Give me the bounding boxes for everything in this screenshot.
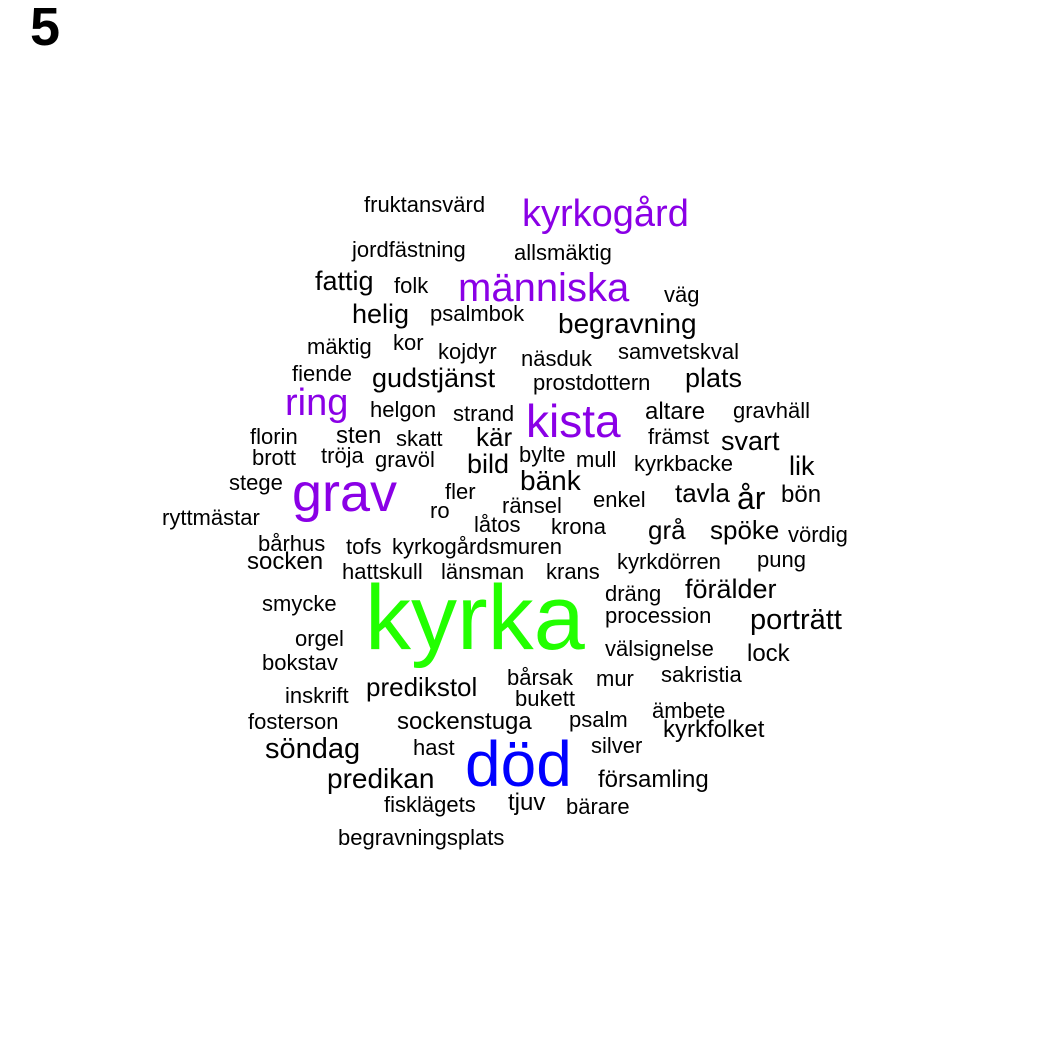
word-vag: väg [664,282,700,307]
word-ro: ro [430,498,450,523]
word-bylte: bylte [519,442,566,467]
word-kista: kista [526,395,621,447]
word-smycke: smycke [262,591,337,616]
word-bank: bänk [520,465,581,496]
word-helig: helig [352,299,410,329]
word-samvetskval: samvetskval [618,339,740,364]
word-ransel: ränsel [502,493,562,518]
word-procession: procession [605,603,712,628]
word-inskrift: inskrift [285,683,349,708]
word-predikan: predikan [327,763,435,794]
word-barare: bärare [566,794,630,819]
word-vordig: vördig [788,522,848,547]
word-kyrkogardsmuren: kyrkogårdsmuren [392,534,562,559]
word-fruktansvard: fruktansvärd [364,192,486,217]
word-kyrka: kyrka [365,567,585,669]
word-sakristia: sakristia [661,662,742,687]
word-jordfastning: jordfästning [352,237,466,262]
word-kojdyr: kojdyr [438,339,497,364]
word-krona: krona [551,514,607,539]
word-gudstjanst: gudstjänst [372,363,496,393]
word-fisklagets: fisklägets [384,792,476,817]
word-barhus: bårhus [258,531,326,556]
word-ryttmastar: ryttmästar [162,505,260,530]
word-folk: folk [394,273,429,298]
word-foralder: förälder [685,574,777,604]
word-strand: strand [453,401,515,426]
word-ambete: ämbete [652,698,726,723]
word-kar: kär [476,422,513,452]
word-kyrkogard: kyrkogård [522,193,689,235]
word-tofs: tofs [346,534,382,559]
word-lansman: länsman [441,559,525,584]
word-sten: sten [336,422,382,449]
word-spoke: spöke [710,515,780,545]
word-psalm: psalm [569,707,628,732]
word-lik: lik [789,451,815,481]
word-ring: ring [285,382,349,424]
word-troja: tröja [321,443,364,468]
word-krans: krans [546,559,600,584]
word-florin: florin [250,424,298,449]
word-svart: svart [721,426,780,456]
word-fiende: fiende [292,361,352,386]
word-lock: lock [747,640,790,667]
word-forsamling: församling [598,766,709,793]
word-fattig: fattig [315,266,374,296]
word-sondag: söndag [265,733,361,765]
word-bon: bön [781,481,822,508]
word-prostdottern: prostdottern [533,370,651,395]
word-kyrkfolket: kyrkfolket [663,716,765,743]
word-skatt: skatt [396,426,443,451]
word-predikstol: predikstol [366,672,478,702]
word-manniska: människa [458,266,630,310]
word-kor: kor [393,330,424,355]
word-grav: grav [292,463,398,523]
word-drang: dräng [605,581,662,606]
word-ar: år [737,480,766,516]
word-enkel: enkel [593,487,646,512]
word-begravning: begravning [558,308,697,339]
word-begravningsplats: begravningsplats [338,825,505,850]
word-gravol: gravöl [375,447,435,472]
word-psalmbok: psalmbok [430,301,525,326]
word-dod: död [465,728,572,800]
word-bokstav: bokstav [262,650,338,675]
word-maktig: mäktig [307,334,372,359]
word-kyrkdorren: kyrkdörren [617,549,721,574]
word-plats: plats [685,363,743,393]
word-socken: socken [247,548,324,575]
word-hattskull: hattskull [342,559,423,584]
word-framst: främst [648,424,710,449]
word-pung: pung [757,547,806,572]
word-portratt: porträtt [750,604,842,636]
word-brott: brott [252,445,297,470]
word-helgon: helgon [370,397,437,422]
word-tavla: tavla [675,478,730,508]
word-mull: mull [576,447,617,472]
word-latos: låtos [474,512,521,537]
word-valsignelse: välsignelse [605,636,714,661]
word-fler: fler [445,479,476,504]
word-kyrkbacke: kyrkbacke [634,451,734,476]
word-gravhall: gravhäll [733,398,811,423]
word-allsmaktig: allsmäktig [514,240,612,265]
word-bukett: bukett [515,686,575,711]
word-orgel: orgel [295,626,344,651]
word-tjuv: tjuv [508,789,546,816]
word-mur: mur [596,666,634,691]
word-bild: bild [467,449,510,479]
word-barsak: bårsak [507,665,574,690]
word-nasduk: näsduk [521,346,592,371]
word-sockenstuga: sockenstuga [397,708,532,735]
word-gra: grå [648,515,686,545]
word-fosterson: fosterson [248,709,339,734]
word-stege: stege [229,470,283,495]
word-silver: silver [591,733,643,758]
panel-label: 5 [30,0,61,57]
word-hast: hast [413,735,455,760]
word-altare: altare [645,398,706,425]
